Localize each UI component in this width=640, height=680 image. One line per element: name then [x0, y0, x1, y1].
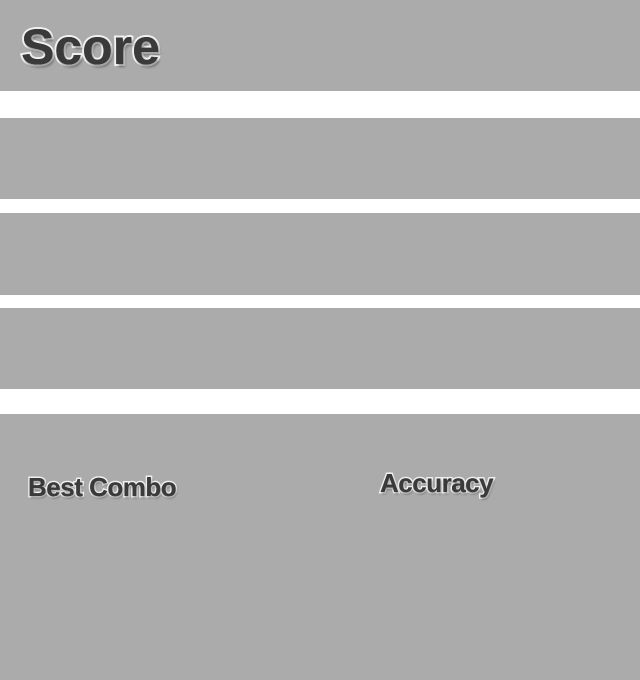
footer-panel: Best Combo Best Combo Accuracy Accuracy	[0, 414, 640, 680]
score-title-outline: Score	[19, 19, 162, 75]
score-title: Score Score	[19, 19, 162, 75]
best-combo-label-outline: Best Combo	[26, 472, 178, 502]
accuracy-label: Accuracy Accuracy	[378, 468, 495, 498]
result-row-1	[0, 118, 640, 199]
best-combo-label-text: Best Combo	[28, 472, 177, 502]
accuracy-label-outline: Accuracy	[378, 468, 495, 498]
accuracy-label-text: Accuracy	[380, 468, 494, 498]
best-combo-label: Best Combo Best Combo	[26, 472, 178, 502]
score-header-panel: Score Score	[0, 0, 640, 91]
score-title-text: Score	[21, 19, 160, 75]
result-row-3	[0, 308, 640, 389]
result-row-2	[0, 213, 640, 295]
